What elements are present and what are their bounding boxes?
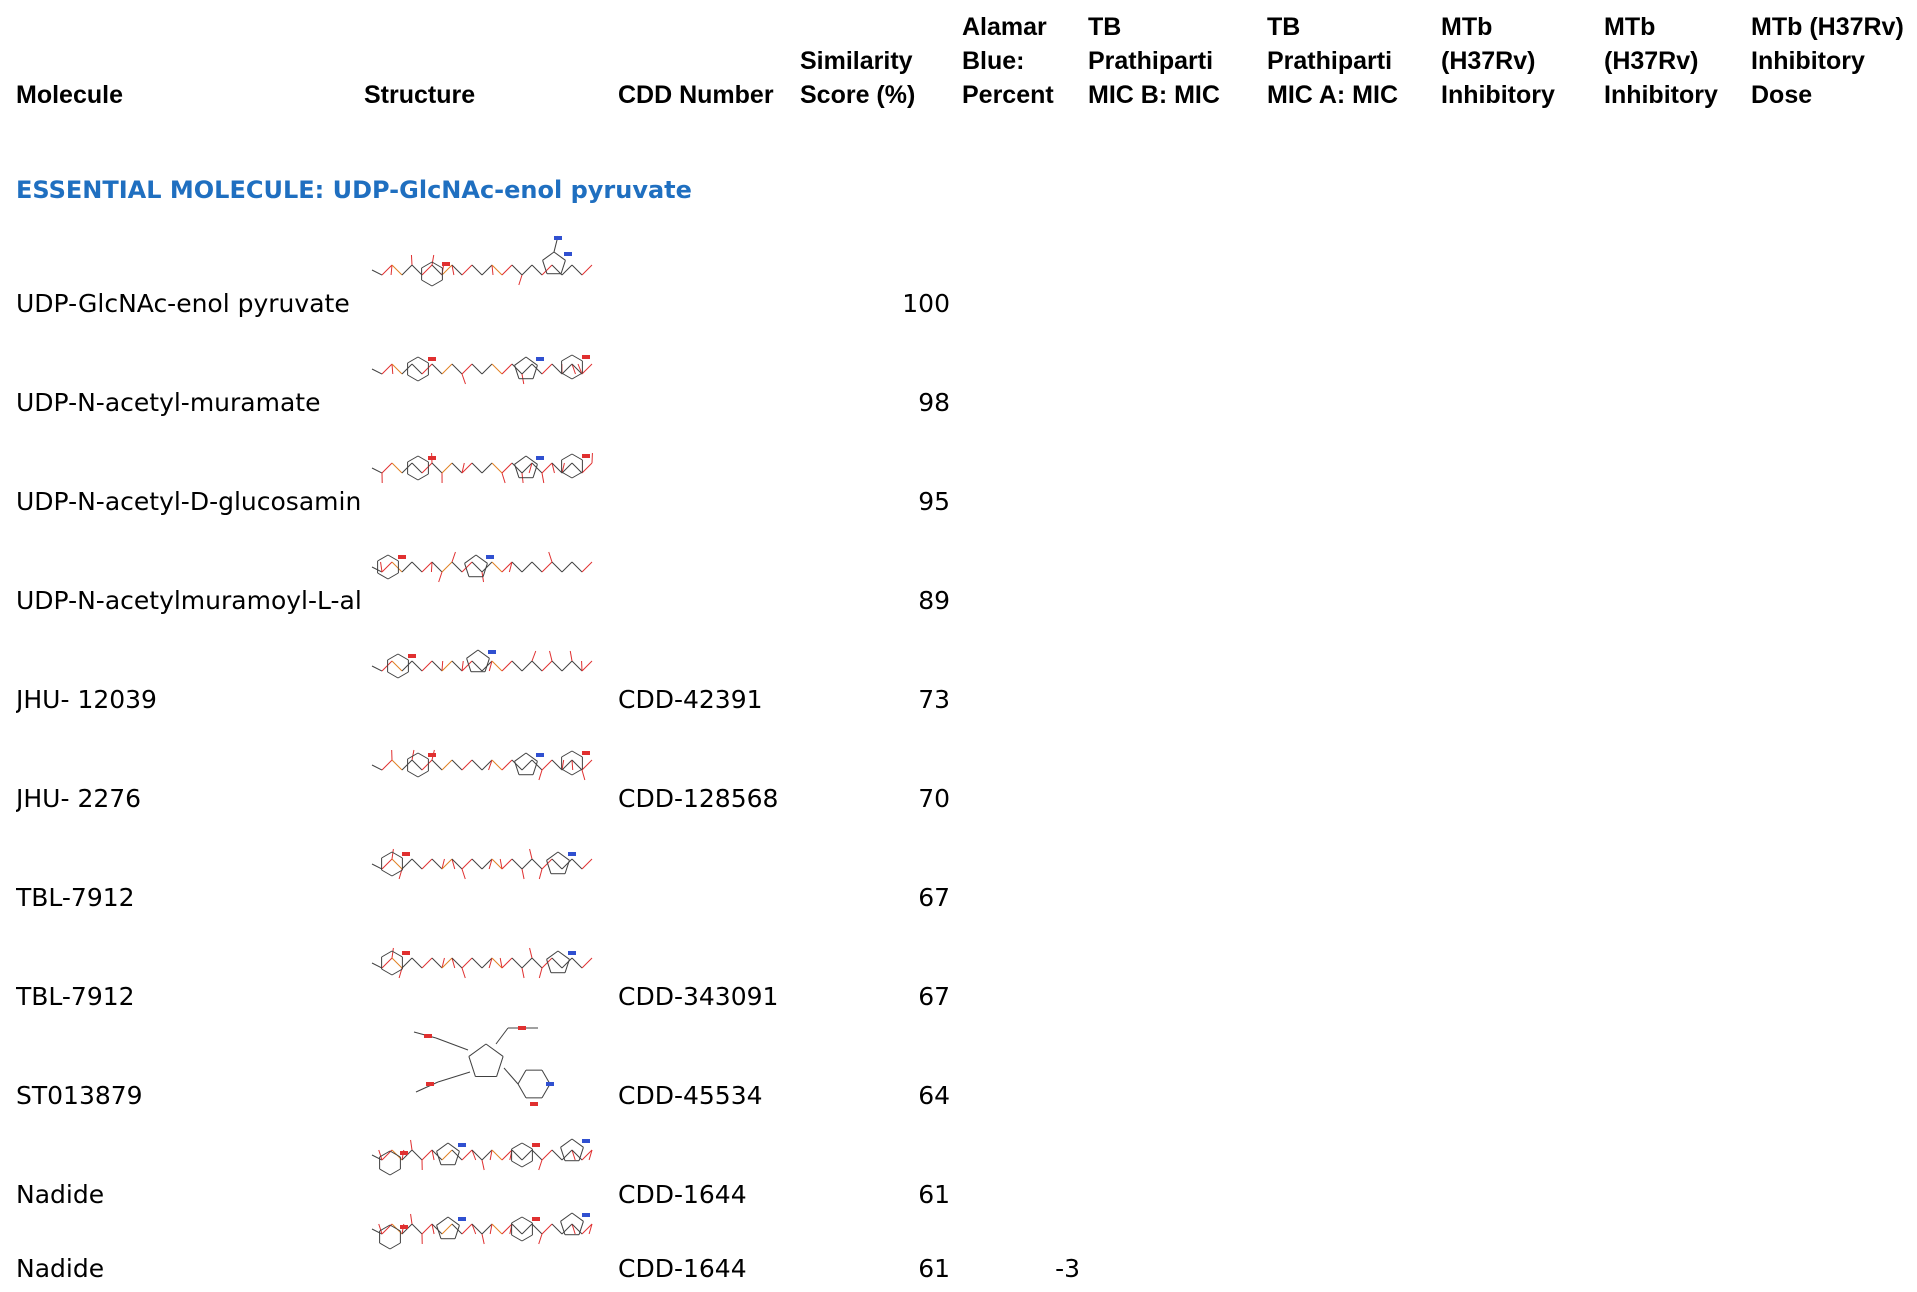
cdd-number: CDD-42391 [618,685,763,714]
header-mtb-inhibitory-2: MTb (H37Rv) Inhibitory [1604,13,1718,109]
molecule-structure-icon [358,624,610,716]
header-cdd-number: CDD Number [618,81,774,109]
header-structure: Structure [364,81,476,109]
molecule-name: JHU- 12039 [16,685,157,714]
header-molecule: Molecule [16,81,123,109]
similarity-score: 98 [918,388,950,417]
molecule-structure-icon [358,228,610,320]
molecule-name: ST013879 [16,1081,143,1110]
similarity-score: 70 [918,784,950,813]
cdd-number: CDD-45534 [618,1081,763,1110]
cdd-number: CDD-128568 [618,784,779,813]
molecule-structure-icon [358,1119,610,1211]
similarity-score: 100 [902,289,950,318]
similarity-score: 67 [918,883,950,912]
header-alamar: Alamar Blue: Percent [962,13,1054,109]
table-row: ST013879 CDD-45534 64 [0,1020,1917,1119]
table-row: UDP-GlcNAc-enol pyruvate 100 [0,228,1917,327]
similarity-score: 64 [918,1081,950,1110]
molecule-name: UDP-GlcNAc-enol pyruvate [16,289,350,318]
molecule-structure-icon [358,822,610,914]
cdd-number: CDD-1644 [618,1254,747,1283]
section-title: ESSENTIAL MOLECULE: UDP-GlcNAc-enol pyru… [16,176,692,204]
molecule-structure-icon [358,1020,610,1112]
molecule-name: UDP-N-acetyl-muramate [16,388,321,417]
table-row: UDP-N-acetylmuramoyl-L-ala 89 [0,525,1917,624]
molecule-structure-icon [358,921,610,1013]
molecule-name: JHU- 2276 [16,784,142,813]
table-row: JHU- 12039 CDD-42391 73 [0,624,1917,723]
similarity-score: 95 [918,487,950,516]
molecule-structure-icon [358,426,610,518]
similarity-score: 73 [918,685,950,714]
table-row: JHU- 2276 CDD-128568 70 [0,723,1917,822]
similarity-score: 61 [918,1180,950,1209]
header-mtb-dose: MTb (H37Rv) Inhibitory Dose [1751,13,1904,109]
header-mtb-inhibitory-1: MTb (H37Rv) Inhibitory [1441,13,1555,109]
table-row: Nadide CDD-1644 61 -3 [0,1193,1917,1292]
header-tb-mic-a: TB Prathiparti MIC A: MIC [1267,13,1398,109]
molecule-name: UDP-N-acetylmuramoyl-L-ala [16,586,361,615]
table-row: UDP-N-acetyl-D-glucosamine 95 [0,426,1917,525]
molecule-structure-icon [358,327,610,419]
cdd-number: CDD-1644 [618,1180,747,1209]
alamar-blue-percent: -3 [1055,1254,1080,1283]
table-row: TBL-7912 67 [0,822,1917,921]
cdd-number: CDD-343091 [618,982,779,1011]
table-row: Nadide CDD-1644 61 [0,1119,1917,1218]
molecule-name: TBL-7912 [16,883,135,912]
molecule-name: UDP-N-acetyl-D-glucosamine [16,487,361,516]
similarity-score: 89 [918,586,950,615]
similarity-score: 67 [918,982,950,1011]
molecule-structure-icon [358,1193,610,1285]
table-row: UDP-N-acetyl-muramate 98 [0,327,1917,426]
molecule-name: TBL-7912 [16,982,135,1011]
header-similarity: Similarity Score (%) [800,47,916,109]
molecule-structure-icon [358,723,610,815]
molecule-structure-icon [358,525,610,617]
similarity-score: 61 [918,1254,950,1283]
header-tb-mic-b: TB Prathiparti MIC B: MIC [1088,13,1220,109]
molecule-name: Nadide [16,1180,105,1209]
molecule-name: Nadide [16,1254,105,1283]
table-row: TBL-7912 CDD-343091 67 [0,921,1917,1020]
